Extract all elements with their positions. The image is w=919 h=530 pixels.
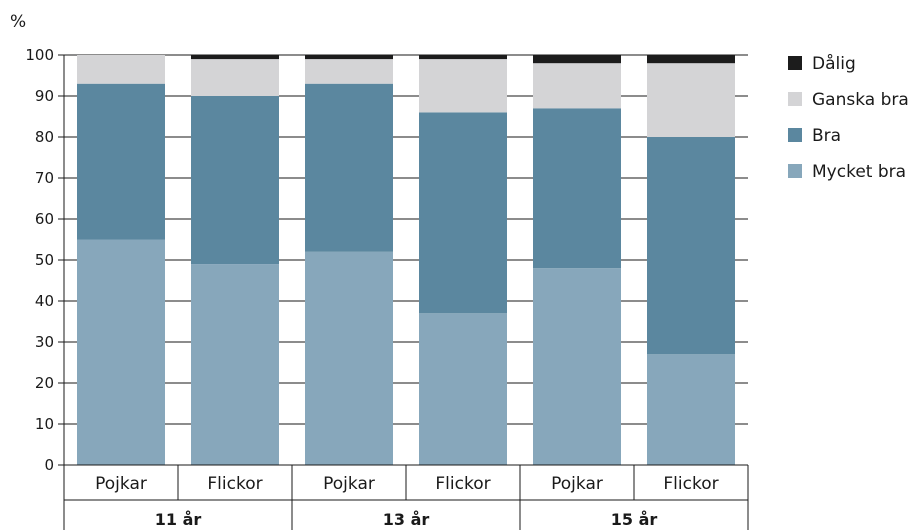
group-label: 11 år (155, 510, 202, 529)
axes (58, 54, 749, 530)
category-label: Flickor (207, 474, 262, 494)
bar-segment (191, 96, 279, 265)
y-tick-labels: 0 10 20 30 40 50 60 70 80 90 100 (25, 46, 54, 474)
bar-segment (647, 63, 735, 138)
legend-swatch (788, 92, 802, 106)
bar-segment (191, 55, 279, 60)
gridlines (64, 54, 748, 425)
group-label: 15 år (611, 510, 658, 529)
y-axis-unit-label: % (10, 12, 26, 32)
y-tick-label: 30 (35, 333, 54, 351)
bar-segment (305, 59, 393, 84)
bar-segment (77, 83, 165, 240)
legend-swatch (788, 56, 802, 70)
bar-segment (305, 55, 393, 60)
bar-segment (533, 63, 621, 109)
bar-segment (647, 354, 735, 465)
legend: Dålig Ganska bra Bra Mycket bra (788, 53, 909, 182)
category-label: Pojkar (323, 474, 375, 494)
legend-swatch (788, 128, 802, 142)
y-tick-label: 60 (35, 210, 54, 228)
bar-segment (305, 83, 393, 252)
y-tick-label: 0 (44, 456, 54, 474)
bar-segment (191, 264, 279, 465)
category-label: Pojkar (95, 474, 147, 494)
bar-segment (647, 55, 735, 64)
legend-label: Ganska bra (812, 90, 909, 110)
category-labels: Pojkar Flickor Pojkar Flickor Pojkar Flickor (95, 474, 718, 494)
y-tick-label: 50 (35, 251, 54, 269)
bar-segment (647, 137, 735, 355)
y-tick-label: 90 (35, 87, 54, 105)
y-tick-label: 70 (35, 169, 54, 187)
group-label: 13 år (383, 510, 430, 529)
bar-segment (533, 268, 621, 465)
legend-label: Bra (812, 126, 841, 146)
bar-segment (419, 112, 507, 314)
legend-label: Mycket bra (812, 162, 906, 182)
legend-swatch (788, 164, 802, 178)
y-tick-label: 80 (35, 128, 54, 146)
bar-segment (533, 108, 621, 269)
bar-segment (419, 313, 507, 465)
y-tick-label: 40 (35, 292, 54, 310)
bar-segment (77, 55, 165, 84)
bar-segment (77, 239, 165, 465)
bar-segment (533, 55, 621, 64)
bar-segment (419, 55, 507, 60)
bar-segment (191, 59, 279, 96)
y-tick-label: 100 (25, 46, 54, 64)
legend-label: Dålig (812, 53, 856, 74)
bar-segment (419, 59, 507, 113)
category-label: Flickor (663, 474, 718, 494)
bars (77, 55, 735, 465)
y-tick-label: 10 (35, 415, 54, 433)
category-label: Pojkar (551, 474, 603, 494)
y-tick-label: 20 (35, 374, 54, 392)
bar-segment (305, 251, 393, 465)
group-labels: 11 år 13 år 15 år (155, 510, 658, 529)
category-label: Flickor (435, 474, 490, 494)
